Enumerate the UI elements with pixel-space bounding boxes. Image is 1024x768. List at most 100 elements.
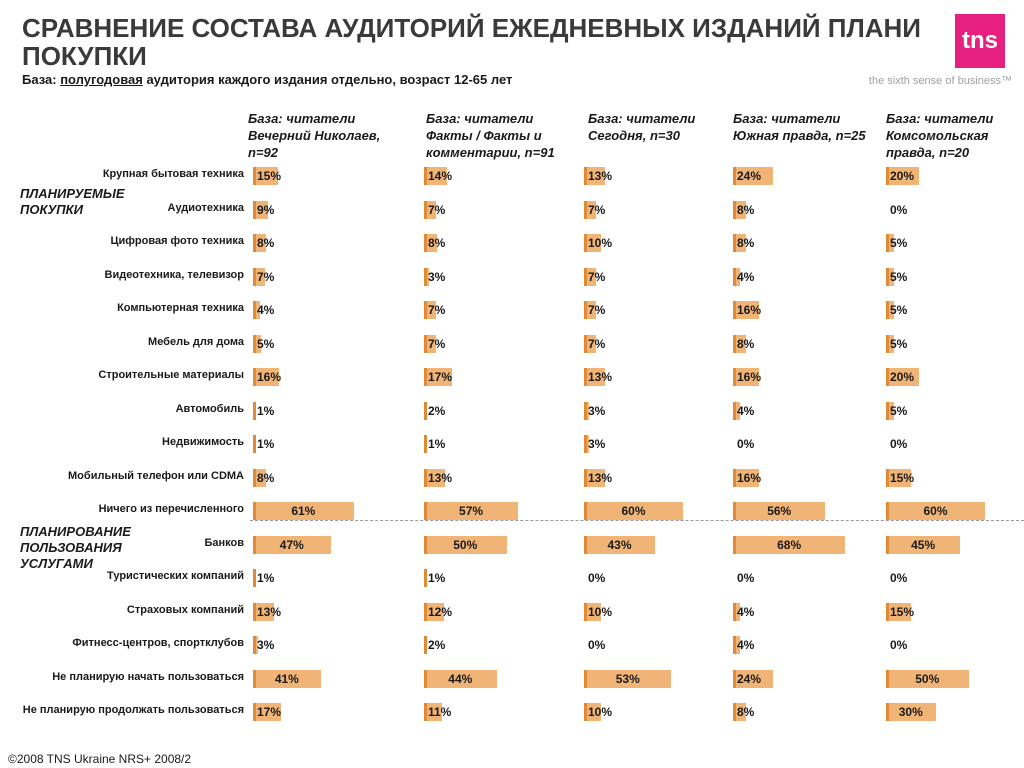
- data-label: 10%: [588, 236, 613, 250]
- bar: [733, 167, 773, 185]
- data-label: 0%: [890, 571, 908, 585]
- bar: [584, 368, 606, 386]
- bar: [253, 602, 275, 621]
- data-label: 8%: [257, 470, 275, 485]
- bar: [584, 267, 596, 286]
- data-label: 68%: [777, 537, 802, 552]
- data-label: 20%: [890, 370, 915, 384]
- bar: [733, 200, 747, 219]
- data-label: 16%: [737, 303, 762, 317]
- data-label: 0%: [588, 571, 606, 585]
- bar: [584, 401, 589, 420]
- bar: [424, 234, 438, 252]
- bar: [424, 435, 427, 453]
- data-label: 8%: [428, 236, 446, 250]
- row-label: Недвижимость: [162, 436, 244, 448]
- bar: [424, 368, 453, 386]
- section-divider: [250, 520, 1024, 521]
- bar: [253, 636, 258, 654]
- data-label: 3%: [257, 638, 275, 652]
- section-label-purchases: ПЛАНИРУЕМЫЕ ПОКУПКИ: [20, 186, 125, 217]
- data-label: 16%: [737, 470, 762, 485]
- data-label: 8%: [737, 336, 755, 351]
- column-header: База: читатели Комсомольская правда, n=2…: [886, 111, 994, 160]
- row-label: Ничего из перечисленного: [98, 503, 244, 515]
- row-label: Фитнесс-центров, спортклубов: [72, 637, 244, 649]
- bar: [253, 535, 331, 554]
- bar: [424, 267, 429, 286]
- data-label: 7%: [588, 202, 606, 217]
- subtitle-underlined: полугодовая: [60, 72, 143, 87]
- bar: [424, 301, 436, 319]
- bar: [733, 636, 740, 654]
- bar: [424, 669, 497, 688]
- data-label: 15%: [890, 470, 915, 485]
- data-label: 5%: [890, 403, 908, 418]
- bar: [253, 468, 267, 487]
- bar: [584, 167, 606, 185]
- data-label: 13%: [588, 470, 613, 485]
- bar: [886, 703, 936, 721]
- row-label: Не планирую начать пользоваться: [52, 670, 244, 683]
- bar: [253, 502, 354, 520]
- data-label: 41%: [274, 671, 299, 686]
- data-label: 0%: [737, 437, 755, 451]
- subtitle: База: полугодовая аудитория каждого изда…: [22, 72, 512, 87]
- bar: [584, 502, 683, 520]
- data-label: 50%: [453, 537, 478, 552]
- data-label: 30%: [898, 705, 923, 719]
- data-label: 56%: [767, 504, 792, 518]
- row-label: Банков: [204, 536, 244, 549]
- data-label: 7%: [428, 336, 446, 351]
- row-label: Туристических компаний: [107, 570, 244, 582]
- bar: [424, 468, 446, 487]
- bar: [584, 602, 601, 621]
- bar: [253, 234, 267, 252]
- footer-copyright: ©2008 TNS Ukraine NRS+ 2008/2: [8, 752, 192, 766]
- bar: [584, 200, 596, 219]
- data-label: 3%: [428, 269, 446, 284]
- bar: [424, 401, 428, 420]
- bar: [733, 334, 747, 353]
- data-label: 53%: [615, 671, 640, 686]
- bar: [424, 703, 443, 721]
- bar: [886, 368, 919, 386]
- bar: [253, 200, 268, 219]
- data-label: 7%: [428, 202, 446, 217]
- data-label: 5%: [257, 336, 275, 351]
- bar: [733, 267, 740, 286]
- bar: [733, 535, 846, 554]
- data-label: 7%: [588, 336, 606, 351]
- data-label: 4%: [737, 403, 755, 418]
- column-header: База: читатели Сегодня, n=30: [588, 111, 696, 143]
- data-label: 8%: [737, 236, 755, 250]
- data-label: 0%: [890, 437, 908, 451]
- bar: [424, 535, 507, 554]
- bar: [733, 468, 760, 487]
- tns-logo: tns: [955, 14, 1005, 68]
- data-label: 15%: [890, 604, 915, 619]
- bar: [424, 334, 436, 353]
- logo-text: tns: [962, 27, 998, 54]
- data-label: 8%: [257, 236, 275, 250]
- subtitle-rest: аудитория каждого издания отдельно, возр…: [142, 72, 513, 87]
- bar: [424, 569, 427, 587]
- bar: [886, 602, 911, 621]
- data-label: 1%: [428, 437, 446, 451]
- data-label: 4%: [737, 604, 755, 619]
- data-label: 3%: [588, 437, 606, 451]
- bar: [733, 401, 740, 420]
- data-label: 4%: [257, 303, 275, 317]
- row-label: Компьютерная техника: [117, 302, 244, 314]
- bar: [886, 267, 895, 286]
- column-header: База: читатели Вечерний Николаев, n=92: [248, 111, 381, 160]
- data-label: 5%: [890, 236, 908, 250]
- data-label: 4%: [737, 638, 755, 652]
- bar: [584, 435, 589, 453]
- data-label: 15%: [257, 169, 282, 183]
- row-label: Страховых компаний: [126, 603, 244, 616]
- bar: [584, 535, 655, 554]
- data-label: 17%: [257, 705, 282, 719]
- bar: [733, 602, 740, 621]
- data-label: 45%: [911, 537, 936, 552]
